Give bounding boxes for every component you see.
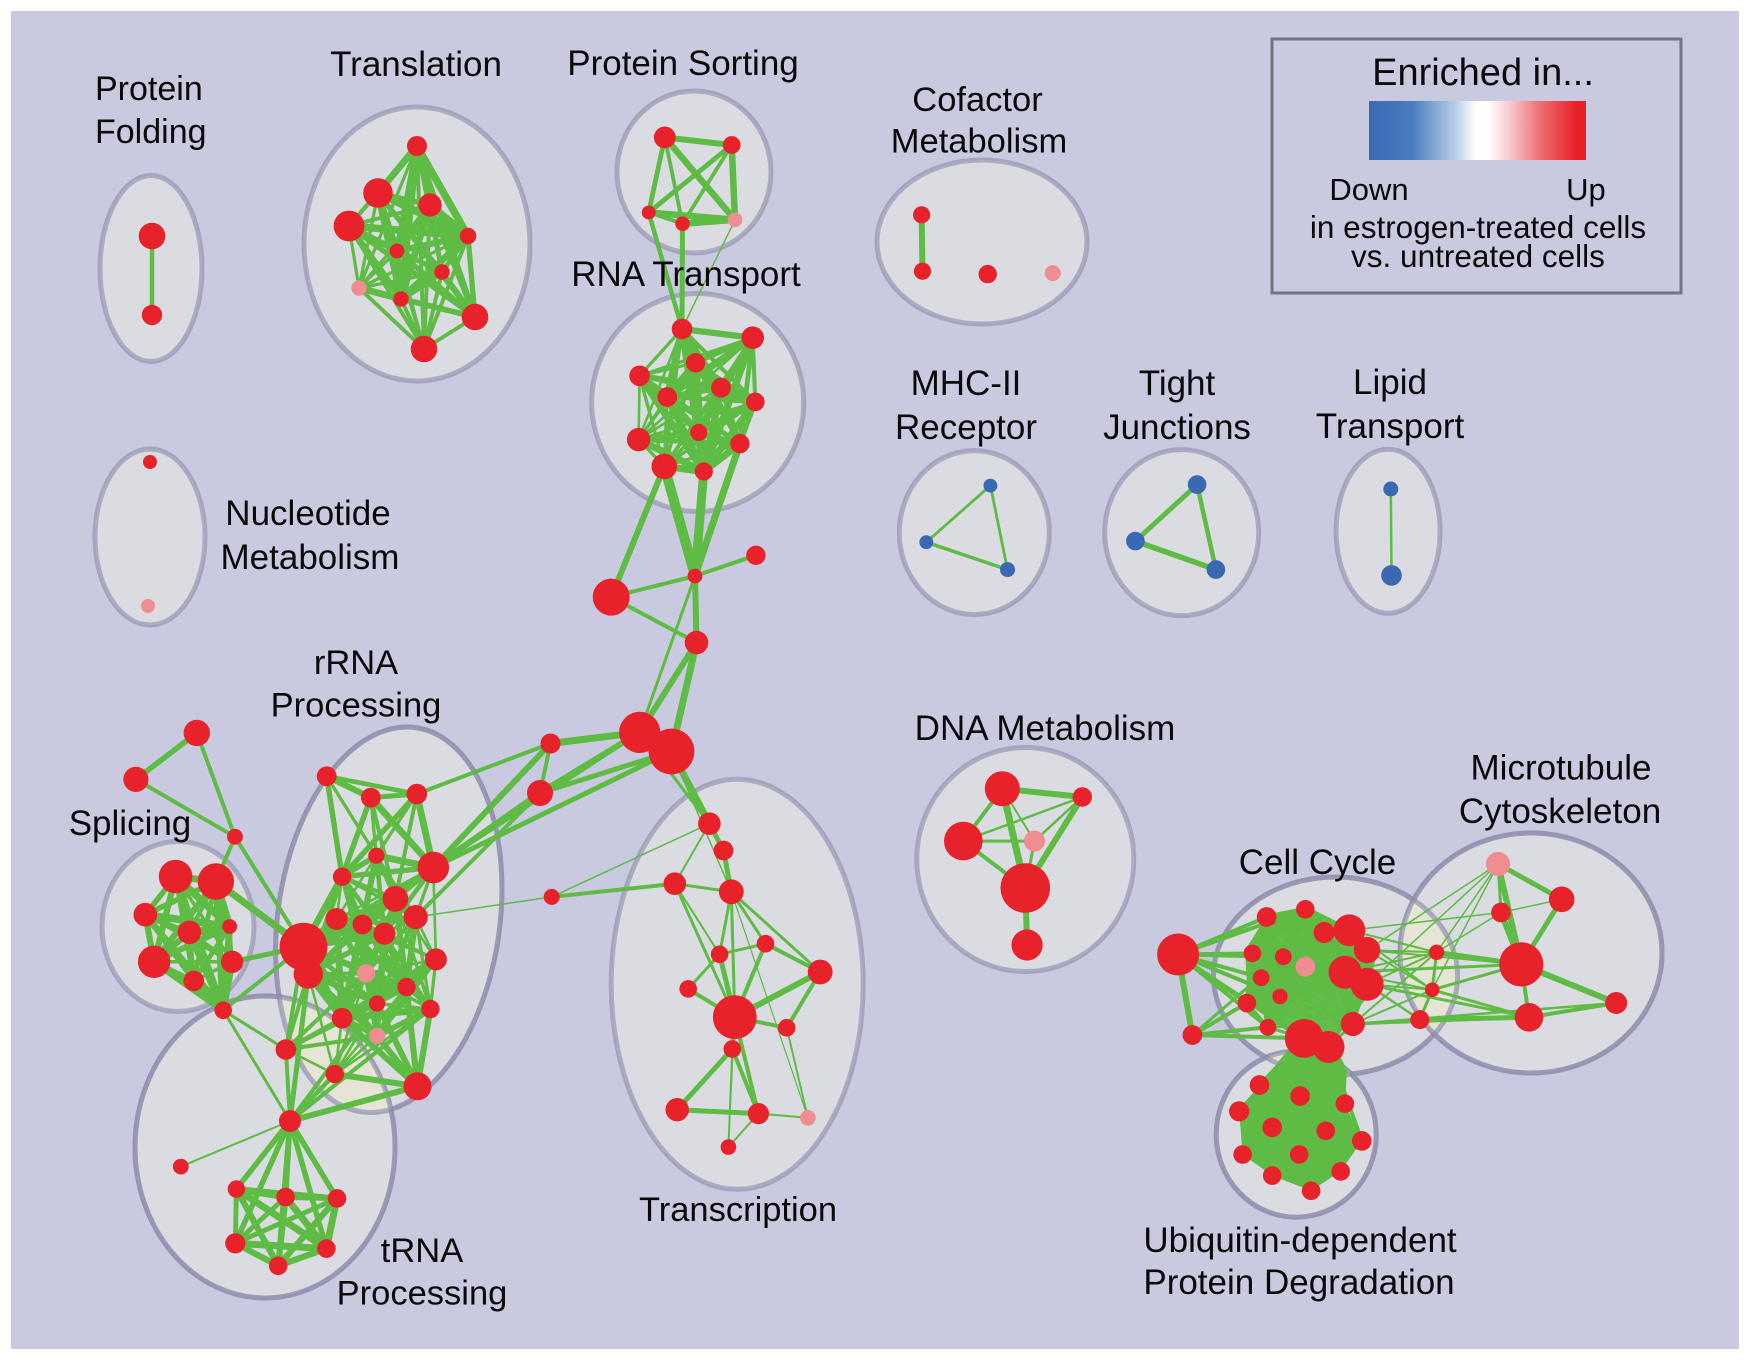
svg-text:Receptor: Receptor [895, 408, 1037, 447]
svg-text:Folding: Folding [95, 113, 207, 151]
svg-text:Nucleotide: Nucleotide [225, 494, 390, 533]
svg-text:Translation: Translation [330, 45, 502, 84]
svg-text:Cofactor: Cofactor [912, 81, 1042, 119]
svg-text:Protein: Protein [95, 70, 203, 108]
svg-text:MHC-II: MHC-II [911, 364, 1022, 403]
svg-text:Enriched in...: Enriched in... [1372, 52, 1594, 94]
svg-text:Ubiquitin-dependent: Ubiquitin-dependent [1143, 1221, 1457, 1260]
svg-text:Up: Up [1566, 172, 1606, 207]
svg-text:Junctions: Junctions [1103, 408, 1251, 447]
svg-text:Transport: Transport [1316, 407, 1465, 446]
svg-text:rRNA: rRNA [314, 644, 398, 682]
svg-text:Protein Degradation: Protein Degradation [1143, 1263, 1454, 1302]
svg-text:in estrogen-treated cells: in estrogen-treated cells [1310, 209, 1646, 245]
svg-text:DNA Metabolism: DNA Metabolism [915, 709, 1176, 748]
svg-text:Splicing: Splicing [69, 804, 192, 843]
svg-text:Down: Down [1329, 172, 1408, 207]
svg-text:Cytoskeleton: Cytoskeleton [1459, 792, 1661, 831]
svg-text:tRNA: tRNA [381, 1232, 463, 1270]
svg-text:Cell Cycle: Cell Cycle [1239, 843, 1397, 882]
svg-text:vs. untreated cells: vs. untreated cells [1351, 238, 1605, 274]
svg-text:Tight: Tight [1139, 364, 1216, 403]
svg-text:Processing: Processing [337, 1275, 508, 1313]
svg-text:Microtubule: Microtubule [1471, 749, 1652, 788]
svg-text:Processing: Processing [271, 687, 442, 725]
svg-text:Protein Sorting: Protein Sorting [567, 44, 799, 83]
svg-text:Metabolism: Metabolism [891, 123, 1067, 161]
svg-text:Metabolism: Metabolism [221, 538, 400, 577]
svg-text:RNA Transport: RNA Transport [571, 255, 801, 294]
svg-text:Lipid: Lipid [1353, 363, 1427, 402]
svg-text:Transcription: Transcription [639, 1191, 837, 1229]
